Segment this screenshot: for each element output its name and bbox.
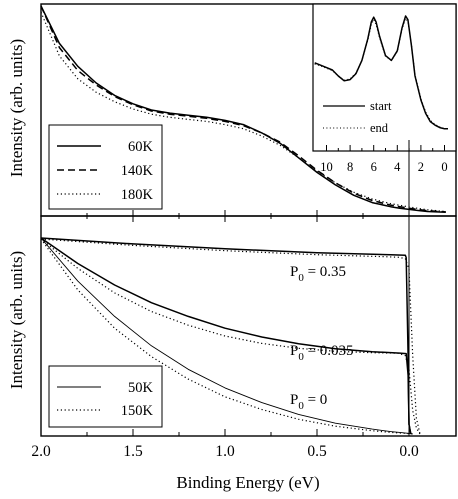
- inset-tick-label: 8: [347, 160, 353, 174]
- top-panel-curves: [40, 5, 446, 214]
- annotation-p0-0: P0 = 0: [290, 392, 327, 412]
- inset-tick-label: 2: [418, 160, 424, 174]
- legend-label-150k: 150K: [121, 403, 154, 419]
- x-axis-title: Binding Energy (eV): [176, 473, 319, 492]
- annotation-base: P: [290, 343, 298, 359]
- bottom-legend-box: [48, 365, 163, 428]
- series-line-p0-0-35-dotted: [40, 238, 421, 435]
- annotation-subscript: 0: [298, 272, 304, 284]
- legend-label-50k: 50K: [128, 380, 154, 396]
- inset-legend-end: end: [370, 121, 389, 135]
- legend-label-60k: 60K: [128, 139, 154, 155]
- x-tick-label: 0.0: [399, 443, 419, 460]
- annotation-p0-0035: P0 = 0.035: [290, 343, 354, 363]
- x-tick-label: 1.5: [123, 443, 143, 460]
- annotation-value: = 0.035: [304, 343, 354, 359]
- series-line-p0-0-dotted: [40, 238, 415, 435]
- bottom-legend: 50K 150K: [48, 365, 163, 428]
- annotation-base: P: [290, 264, 298, 280]
- inset-curves: [314, 15, 449, 130]
- annotation-base: P: [290, 392, 298, 408]
- annotation-subscript: 0: [298, 400, 304, 412]
- model-annotations: P0 = 0.35 P0 = 0.035 P0 = 0: [290, 264, 354, 412]
- x-tick-label: 0.5: [307, 443, 327, 460]
- bottom-y-axis-title: Intensity (arb. units): [7, 251, 26, 389]
- x-tick-label: 2.0: [31, 443, 51, 460]
- top-legend-box: [48, 124, 163, 210]
- annotation-value: = 0: [304, 392, 327, 408]
- inset-tick-label: 10: [320, 160, 333, 174]
- annotation-p0-035: P0 = 0.35: [290, 264, 346, 284]
- axis-ticks: [40, 145, 445, 436]
- inset-legend-start: start: [370, 99, 392, 113]
- series-line-p0-0-solid: [40, 237, 413, 435]
- x-tick-labels: 2.0 1.5 1.0 0.5 0.0: [31, 443, 419, 460]
- inset-tick-labels: 10 8 6 4 2 0: [320, 160, 447, 174]
- series-line-140k-dashed: [40, 5, 446, 213]
- series-line-p0-0-035-solid: [40, 237, 412, 435]
- series-line-60k-solid: [40, 5, 446, 214]
- top-y-axis-title: Intensity (arb. units): [7, 39, 26, 177]
- annotation-value: = 0.35: [304, 264, 346, 280]
- inset-legend: start end: [323, 99, 392, 135]
- series-line-end-dotted: [314, 17, 449, 130]
- x-tick-label: 1.0: [215, 443, 235, 460]
- annotation-subscript: 0: [298, 351, 304, 363]
- inset-tick-label: 4: [394, 160, 401, 174]
- legend-label-180k: 180K: [121, 187, 154, 203]
- inset-tick-label: 0: [441, 160, 447, 174]
- bottom-panel-curves: [40, 237, 421, 435]
- bottom-panel-frame: [40, 215, 457, 437]
- inset-tick-label: 6: [371, 160, 377, 174]
- legend-label-140k: 140K: [121, 163, 154, 179]
- top-legend: 60K 140K 180K: [48, 124, 163, 210]
- inset-frame: [312, 3, 457, 152]
